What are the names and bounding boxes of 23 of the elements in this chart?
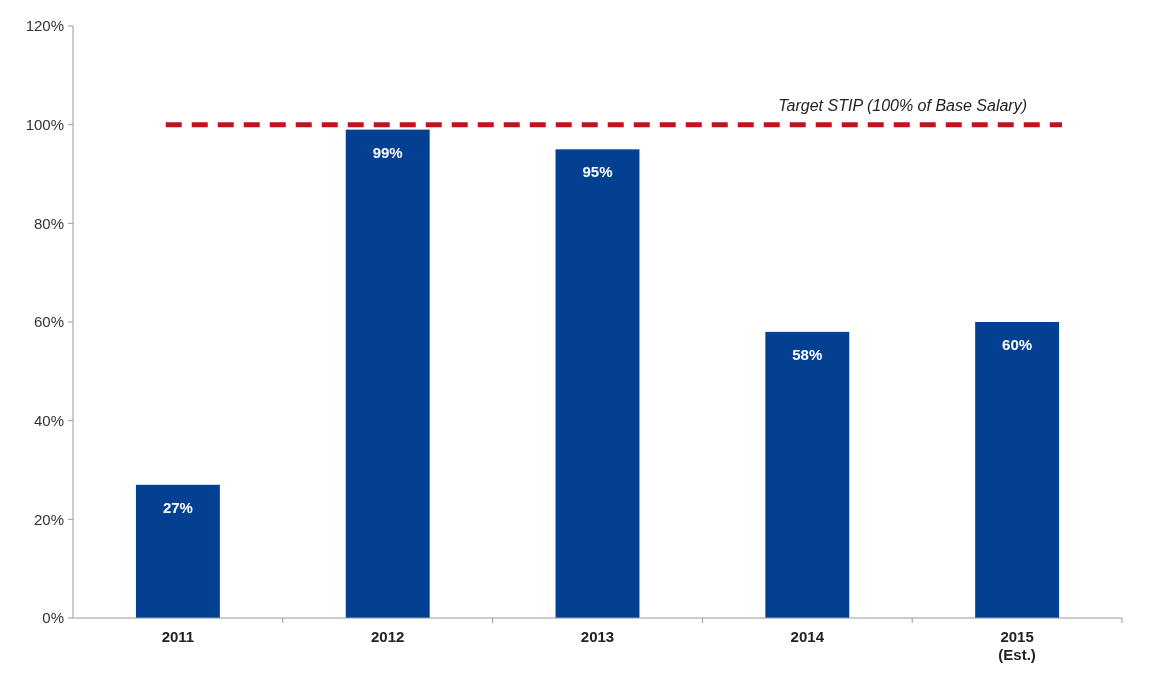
y-tick-label: 120% — [25, 17, 64, 35]
ref-line-label: Target STIP (100% of Base Salary) — [778, 96, 1027, 114]
data-label: 60% — [1002, 336, 1033, 353]
data-label: 27% — [162, 498, 193, 516]
bar — [345, 129, 430, 618]
bar — [135, 484, 220, 618]
x-tick-label: 2015 (Est.) — [998, 628, 1036, 663]
y-tick-label: 60% — [33, 313, 64, 331]
y-tick-label: 20% — [33, 510, 64, 528]
y-tick-label: 80% — [33, 214, 64, 232]
x-tick-label: 2011 — [161, 628, 195, 645]
data-label: 95% — [582, 163, 613, 181]
x-tick-label: 2014 — [790, 628, 825, 645]
bar — [555, 149, 640, 618]
x-tick-label: 2012 — [371, 628, 405, 645]
x-tick-label: 2013 — [580, 628, 615, 645]
y-tick-label: 40% — [33, 411, 64, 429]
bar — [975, 322, 1060, 618]
y-tick-label: 0% — [42, 609, 64, 627]
y-tick-label: 100% — [25, 115, 64, 133]
data-label: 99% — [372, 143, 403, 161]
bar — [765, 331, 850, 618]
data-label: 58% — [792, 345, 823, 363]
